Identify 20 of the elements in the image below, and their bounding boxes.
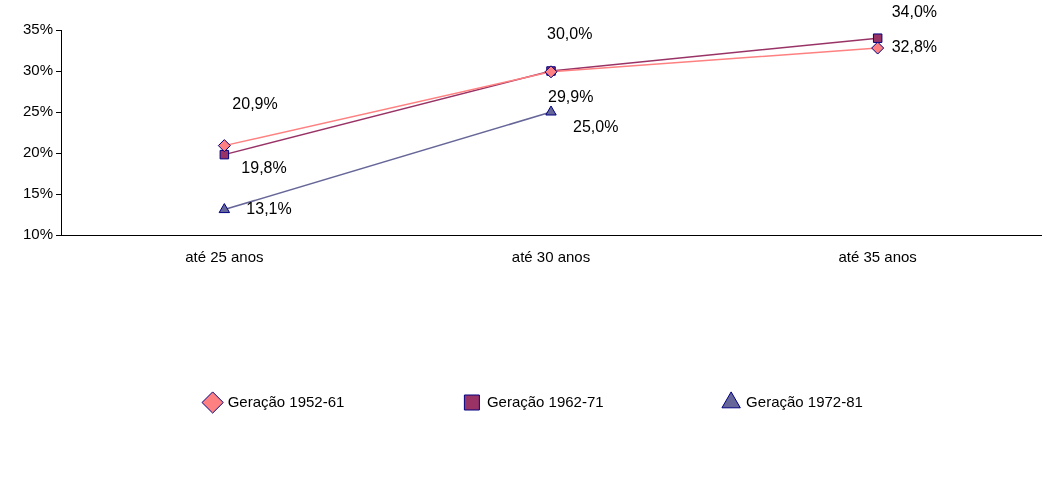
y-tick-label: 10% bbox=[22, 225, 54, 243]
x-tick-label: até 35 anos bbox=[838, 248, 917, 266]
data-label: 29,9% bbox=[548, 88, 594, 106]
data-label: 25,0% bbox=[573, 118, 619, 136]
data-label: 32,8% bbox=[891, 38, 938, 56]
data-label: 30,0% bbox=[547, 25, 593, 43]
data-label: 20,9% bbox=[232, 95, 278, 113]
data-label: 19,8% bbox=[241, 159, 287, 177]
y-tick-label: 35% bbox=[22, 20, 54, 38]
y-tick-label: 25% bbox=[22, 102, 54, 120]
data-label: 34,0% bbox=[891, 2, 938, 20]
data-label: 13,1% bbox=[246, 199, 292, 217]
legend-label: Geração 1972-81 bbox=[746, 392, 863, 410]
legend-label: Geração 1952-61 bbox=[227, 392, 345, 410]
y-tick-label: 15% bbox=[22, 184, 54, 202]
y-tick-label: 30% bbox=[22, 61, 54, 79]
x-tick-label: até 30 anos bbox=[511, 248, 591, 266]
legend-label: Geração 1962-71 bbox=[486, 392, 604, 410]
y-tick-label: 20% bbox=[22, 143, 54, 161]
x-tick-label: até 25 anos bbox=[185, 248, 264, 266]
